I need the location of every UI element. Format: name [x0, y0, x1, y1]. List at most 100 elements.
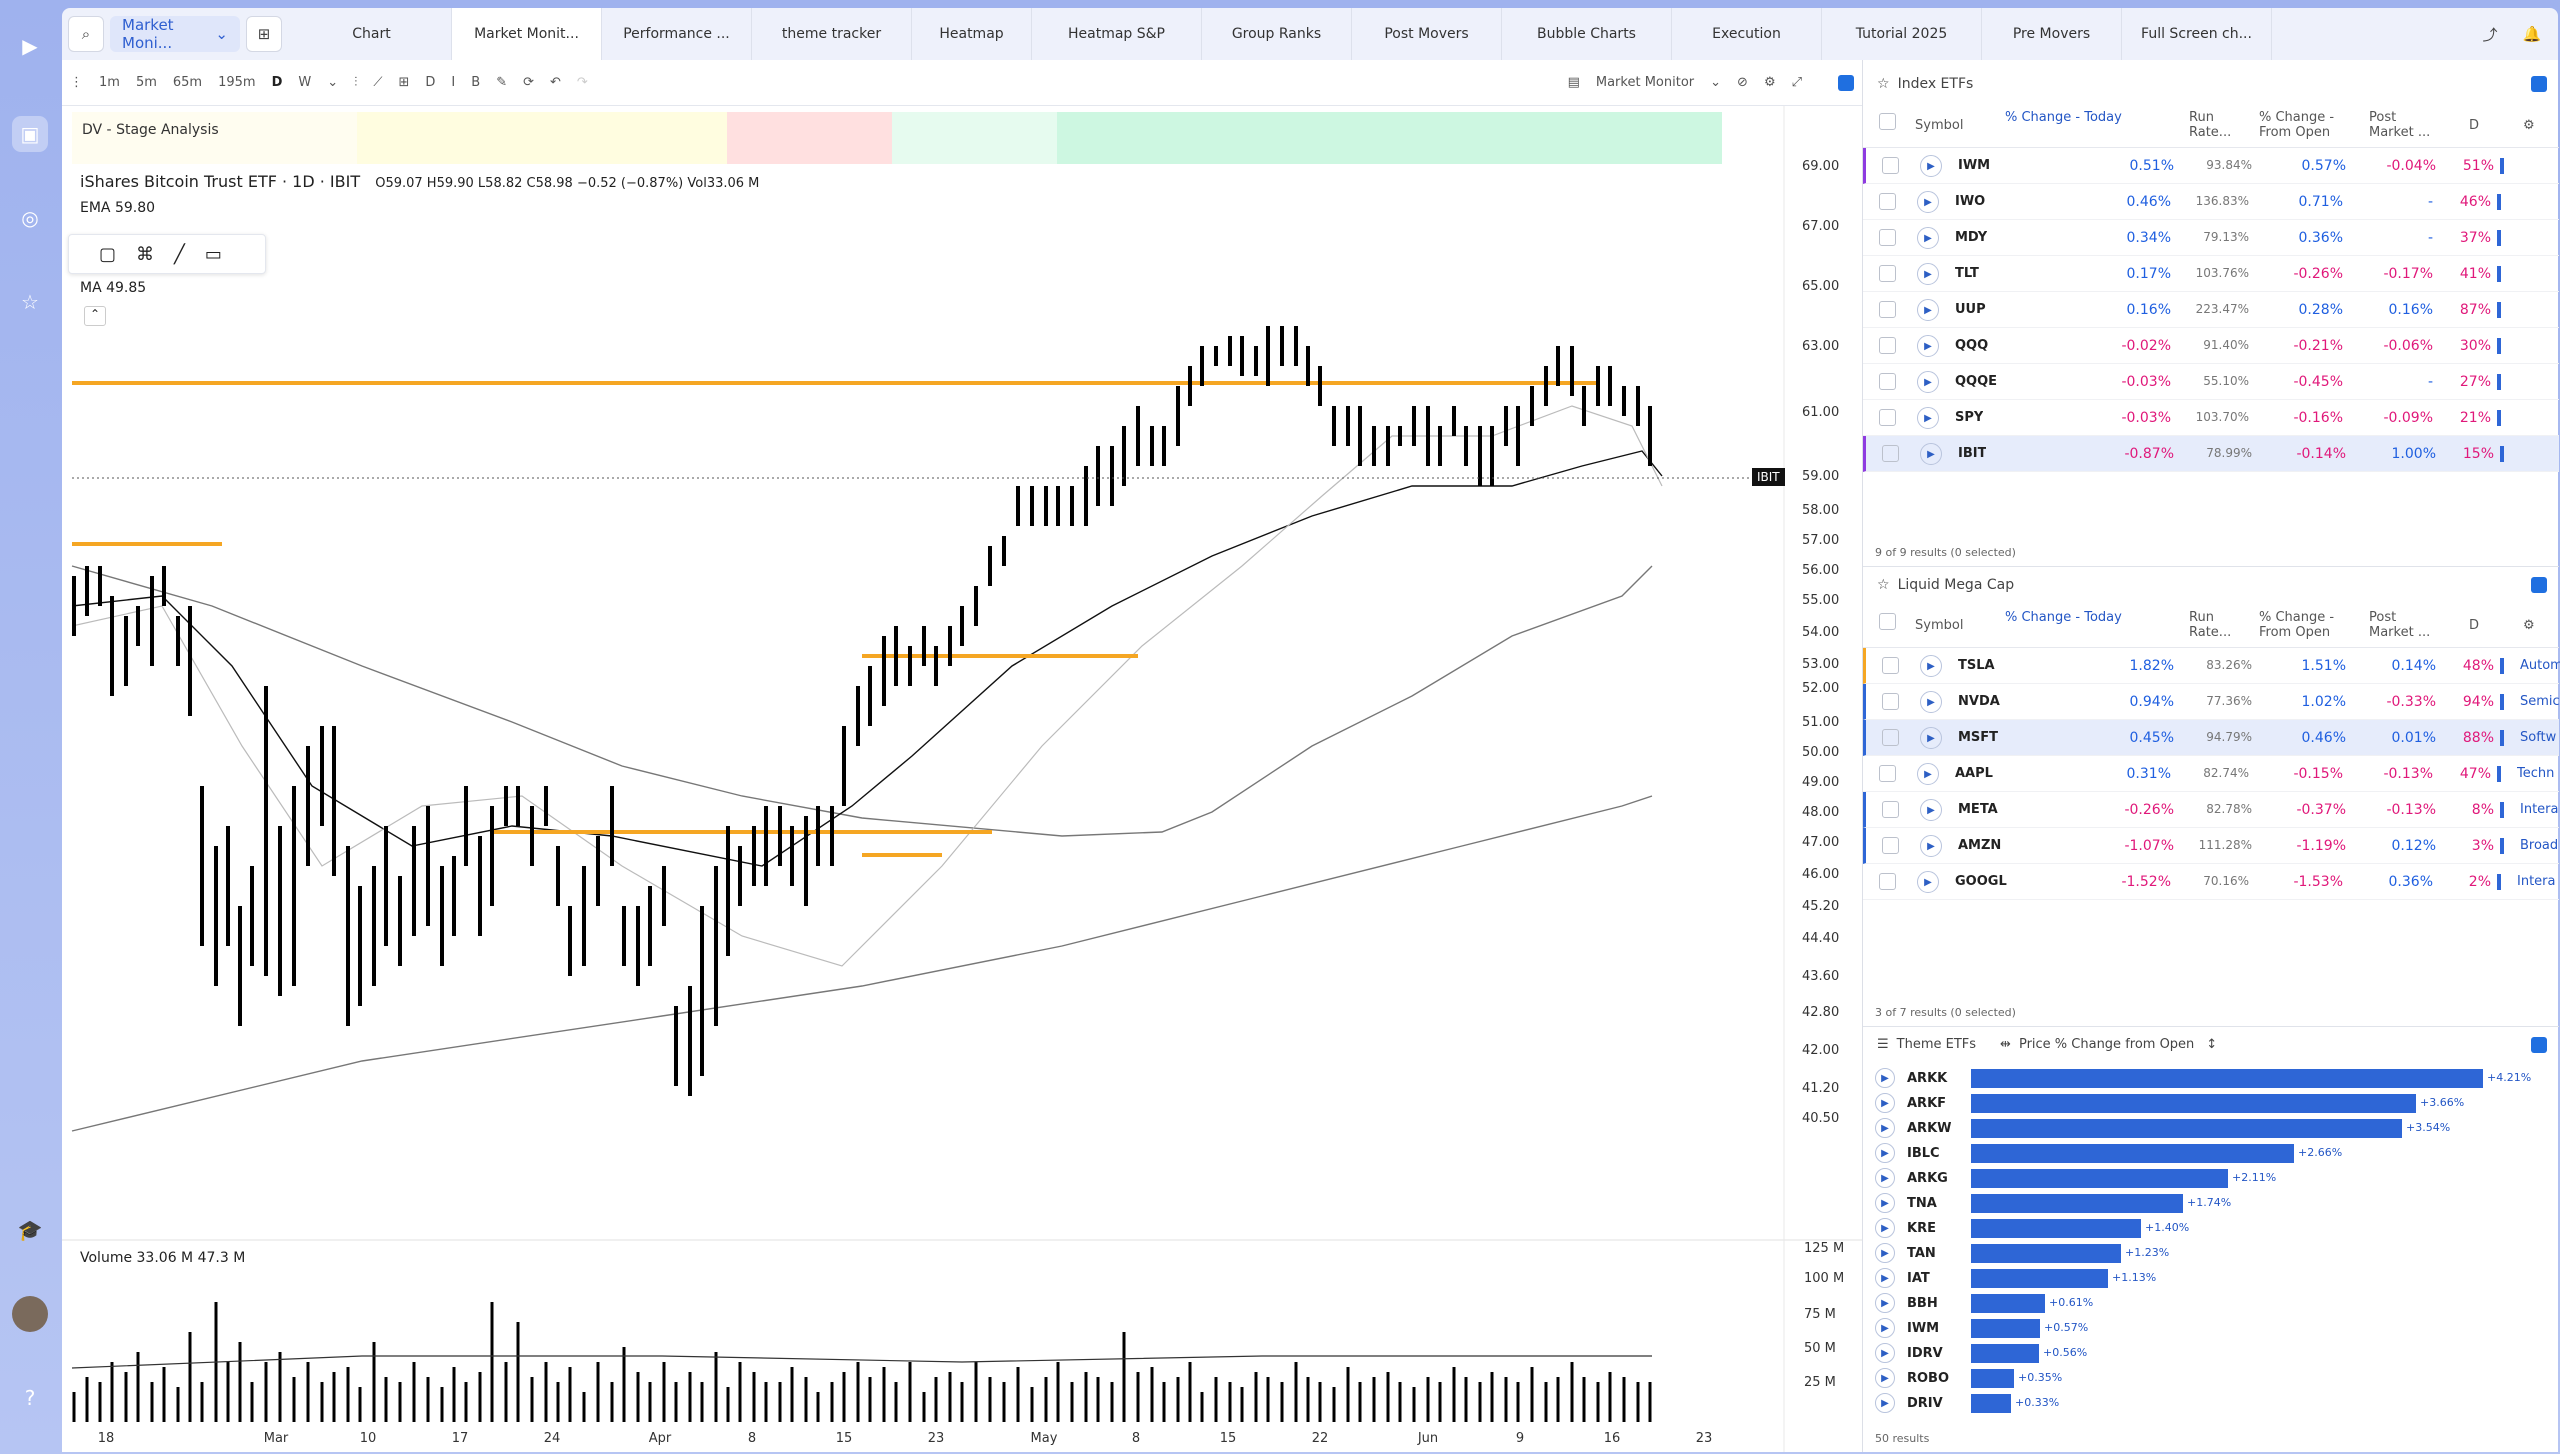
row-checkbox[interactable] [1879, 301, 1896, 318]
panel-color-swatch[interactable] [1838, 74, 1854, 91]
undo-icon[interactable]: ↶ [550, 75, 561, 90]
play-icon[interactable]: ▶ [1875, 1368, 1895, 1388]
table-row[interactable]: ▶ AMZN -1.07% 111.28% -1.19% 0.12% 3% Broad [1863, 828, 2559, 864]
theme-bar-row[interactable]: ▶ IDRV +0.56% [1863, 1341, 2559, 1366]
bar-style-icon[interactable]: ⫶ [354, 75, 358, 90]
play-icon[interactable]: ▶ [1875, 1118, 1895, 1138]
settings-icon[interactable]: ⚙ [2523, 618, 2535, 633]
table-row[interactable]: ▶ QQQE -0.03% 55.10% -0.45% - 27% [1863, 364, 2559, 400]
theme-symbol[interactable]: BBH [1907, 1296, 1938, 1311]
interval-5m[interactable]: 5m [135, 75, 157, 90]
row-checkbox[interactable] [1882, 445, 1899, 462]
sort-icon[interactable]: ⇹ [2000, 1037, 2011, 1052]
play-icon[interactable]: ▶ [1917, 371, 1939, 393]
interval-65m[interactable]: 65m [172, 75, 203, 90]
search-icon[interactable]: ⌕ [68, 16, 104, 52]
play-icon[interactable]: ▶ [1917, 871, 1939, 893]
play-icon[interactable]: ▶ [1875, 1218, 1895, 1238]
panel-color-swatch[interactable] [2531, 1036, 2547, 1053]
col-post-market[interactable]: Post Market ... [2369, 110, 2431, 140]
list-icon[interactable]: ☰ [1877, 1037, 1889, 1052]
play-icon[interactable]: ▶ [1920, 727, 1942, 749]
collapse-legend-button[interactable]: ⌃ [84, 306, 106, 326]
tab-bubble-charts[interactable]: Bubble Charts [1502, 8, 1672, 60]
avatar[interactable] [12, 1296, 48, 1332]
theme-bar-row[interactable]: ▶ ARKF +3.66% [1863, 1091, 2559, 1116]
education-icon[interactable]: 🎓 [17, 1218, 43, 1242]
star-icon[interactable]: ☆ [1877, 576, 1890, 593]
col-run-rate[interactable]: Run Rate... [2189, 110, 2232, 140]
settings-icon[interactable]: ⚙ [2523, 118, 2535, 133]
play-icon[interactable]: ▶ [1920, 655, 1942, 677]
tab-performance[interactable]: Performance ... [602, 8, 752, 60]
theme-bar-row[interactable]: ▶ ARKG +2.11% [1863, 1166, 2559, 1191]
star-icon[interactable]: ☆ [1877, 76, 1890, 92]
symbol-cell[interactable]: IWM [1958, 158, 1991, 173]
theme-symbol[interactable]: ARKK [1907, 1071, 1948, 1086]
symbol-cell[interactable]: GOOGL [1955, 874, 2007, 889]
theme-bar-row[interactable]: ▶ DRIV +0.33% [1863, 1391, 2559, 1416]
range-d[interactable]: D [425, 75, 436, 90]
col-change-today[interactable]: % Change - Today [2005, 110, 2122, 125]
layout-icon[interactable]: ▣ [12, 116, 48, 152]
fib-icon[interactable]: ⌘ [136, 243, 155, 265]
panel-icon[interactable]: ▤ [1567, 75, 1580, 90]
theme-symbol[interactable]: ARKW [1907, 1121, 1952, 1136]
play-icon[interactable]: ▶ [1920, 799, 1942, 821]
tab-market-monitor[interactable]: Market Monit... [452, 8, 602, 60]
row-checkbox[interactable] [1882, 729, 1899, 746]
play-icon[interactable]: ▶ [1875, 1093, 1895, 1113]
panel-color-swatch[interactable] [2531, 576, 2547, 593]
fullscreen-icon[interactable]: ⤢ [1791, 75, 1802, 90]
play-icon[interactable]: ▶ [1875, 1243, 1895, 1263]
symbol-cell[interactable]: AAPL [1955, 766, 1993, 781]
row-checkbox[interactable] [1882, 693, 1899, 710]
help-icon[interactable]: ? [24, 1386, 36, 1410]
table-row[interactable]: ▶ TLT 0.17% 103.76% -0.26% -0.17% 41% [1863, 256, 2559, 292]
row-checkbox[interactable] [1882, 657, 1899, 674]
symbol-cell[interactable]: META [1958, 802, 1998, 817]
rectangle-icon[interactable]: ▢ [99, 243, 117, 265]
col-change-open[interactable]: % Change - From Open [2259, 610, 2335, 640]
theme-symbol[interactable]: IBLC [1907, 1146, 1940, 1161]
interval-w[interactable]: W [298, 75, 312, 90]
layout-dropdown[interactable]: Market Moni... ⌄ [110, 16, 240, 52]
table-row[interactable]: ▶ MDY 0.34% 79.13% 0.36% - 37% [1863, 220, 2559, 256]
col-d[interactable]: D [2469, 618, 2480, 633]
tab-heatmap-sp[interactable]: Heatmap S&P [1032, 8, 1202, 60]
indicators-icon[interactable]: ⟋ [373, 75, 383, 90]
draw-icon[interactable]: ✎ [496, 75, 508, 90]
symbol-cell[interactable]: AMZN [1958, 838, 2002, 853]
row-checkbox[interactable] [1879, 409, 1896, 426]
theme-bar-row[interactable]: ▶ KRE +1.40% [1863, 1216, 2559, 1241]
table-row[interactable]: ▶ UUP 0.16% 223.47% 0.28% 0.16% 87% [1863, 292, 2559, 328]
range-b[interactable]: B [471, 75, 481, 90]
alert-icon[interactable]: ⊘ [1737, 75, 1748, 90]
redo-icon[interactable]: ↷ [576, 75, 588, 90]
theme-symbol[interactable]: IWM [1907, 1321, 1940, 1336]
theme-symbol[interactable]: TAN [1907, 1246, 1936, 1261]
theme-symbol[interactable]: IAT [1907, 1271, 1930, 1286]
tab-post-movers[interactable]: Post Movers [1352, 8, 1502, 60]
play-icon[interactable]: ▶ [1875, 1193, 1895, 1213]
table-row[interactable]: ▶ AAPL 0.31% 82.74% -0.15% -0.13% 47% Techn [1863, 756, 2559, 792]
comment-icon[interactable]: ▭ [204, 243, 222, 265]
symbol-cell[interactable]: IBIT [1958, 446, 1987, 461]
tab-execution[interactable]: Execution [1672, 8, 1822, 60]
symbol-cell[interactable]: MDY [1955, 230, 1988, 245]
table-row[interactable]: ▶ IWO 0.46% 136.83% 0.71% - 46% [1863, 184, 2559, 220]
tab-chart[interactable]: Chart [292, 8, 452, 60]
target-icon[interactable]: ◎ [21, 206, 39, 230]
row-checkbox[interactable] [1882, 157, 1899, 174]
interval-d[interactable]: D [271, 75, 283, 90]
symbol-cell[interactable]: UUP [1955, 302, 1986, 317]
row-checkbox[interactable] [1879, 193, 1896, 210]
play-icon[interactable]: ▶ [1917, 227, 1939, 249]
symbol-cell[interactable]: NVDA [1958, 694, 2000, 709]
sort-arrow-icon[interactable]: ↕ [2206, 1037, 2218, 1052]
star-icon[interactable]: ☆ [21, 290, 39, 314]
col-d[interactable]: D [2469, 118, 2480, 133]
play-icon[interactable]: ▶ [1920, 155, 1942, 177]
theme-bar-row[interactable]: ▶ IWM +0.57% [1863, 1316, 2559, 1341]
play-icon[interactable]: ▶ [1875, 1168, 1895, 1188]
